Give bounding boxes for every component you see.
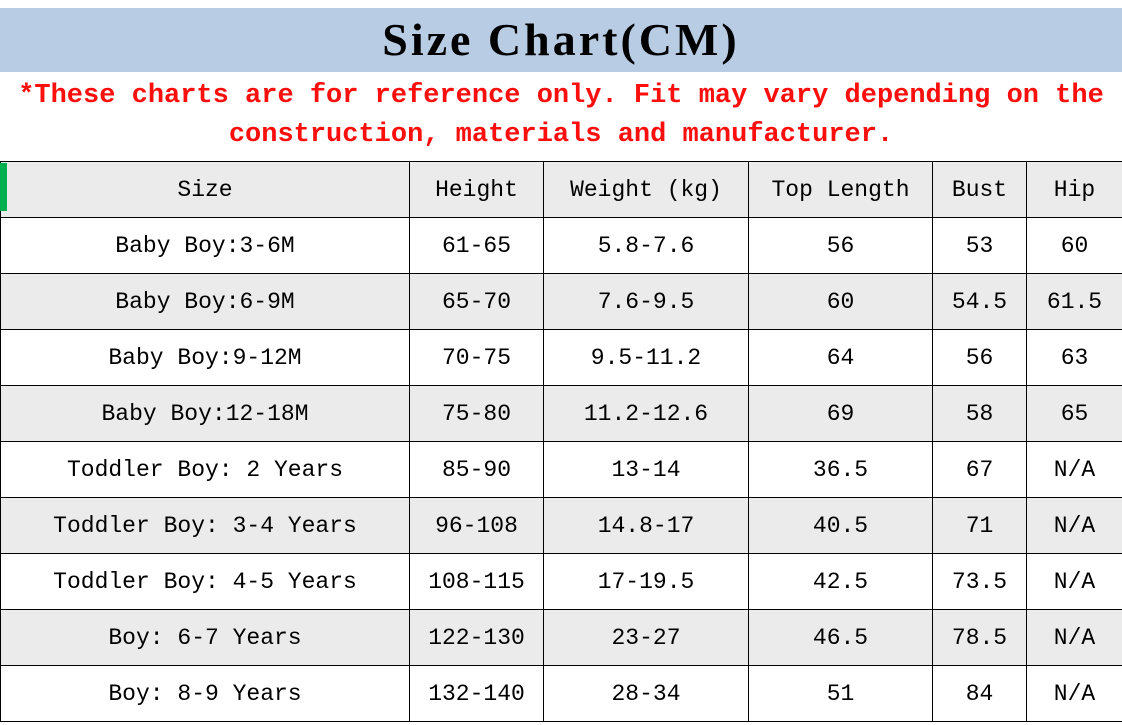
table-cell: N/A [1026, 553, 1122, 610]
table-cell: 75-80 [409, 385, 544, 442]
table-cell: Boy: 6-7 Years [0, 609, 410, 666]
table-cell: 85-90 [409, 441, 544, 498]
table-cell: N/A [1026, 665, 1122, 722]
column-header: Height [409, 161, 544, 218]
table-cell: 65 [1026, 385, 1122, 442]
table-cell: Toddler Boy: 3-4 Years [0, 497, 410, 554]
table-cell: 11.2-12.6 [543, 385, 749, 442]
table-cell: 9.5-11.2 [543, 329, 749, 386]
table-cell: 70-75 [409, 329, 544, 386]
table-row: Toddler Boy: 3-4 Years 96-108 14.8-17 40.5 7… [0, 497, 1122, 554]
column-header: Weight (kg) [543, 161, 749, 218]
table-cell: 36.5 [748, 441, 933, 498]
table-cell: 108-115 [409, 553, 544, 610]
table-cell: 78.5 [932, 609, 1027, 666]
table-cell: Toddler Boy: 2 Years [0, 441, 410, 498]
table-cell: 17-19.5 [543, 553, 749, 610]
table-cell: 96-108 [409, 497, 544, 554]
column-header: Size [0, 161, 410, 218]
table-cell: 7.6-9.5 [543, 273, 749, 330]
table-cell: 73.5 [932, 553, 1027, 610]
table-cell: 69 [748, 385, 933, 442]
table-cell: 61.5 [1026, 273, 1122, 330]
table-cell: 63 [1026, 329, 1122, 386]
table-cell: 58 [932, 385, 1027, 442]
table-cell: N/A [1026, 497, 1122, 554]
green-accent-mark [0, 163, 7, 211]
table-cell: 60 [748, 273, 933, 330]
table-cell: Baby Boy:9-12M [0, 329, 410, 386]
table-cell: 65-70 [409, 273, 544, 330]
column-header: Top Length [748, 161, 933, 218]
table-cell: 64 [748, 329, 933, 386]
table-cell: 71 [932, 497, 1027, 554]
table-cell: 84 [932, 665, 1027, 722]
table-cell: Baby Boy:12-18M [0, 385, 410, 442]
table-cell: Baby Boy:6-9M [0, 273, 410, 330]
table-row: Boy: 6-7 Years 122-130 23-27 46.5 78.5 N/A [0, 609, 1122, 666]
table-row: Baby Boy:3-6M 61-65 5.8-7.6 56 53 60 [0, 217, 1122, 274]
table-cell: Boy: 8-9 Years [0, 665, 410, 722]
size-chart-table: Size Height Weight (kg) Top Length Bust Hip B… [0, 161, 1122, 722]
table-cell: 67 [932, 441, 1027, 498]
table-cell: 61-65 [409, 217, 544, 274]
title-bar: Size Chart(CM) [0, 8, 1122, 72]
table-row: Toddler Boy: 4-5 Years 108-115 17-19.5 42.5… [0, 553, 1122, 610]
table-cell: 14.8-17 [543, 497, 749, 554]
table-cell: 56 [748, 217, 933, 274]
table-cell: 46.5 [748, 609, 933, 666]
table-row: Baby Boy:9-12M 70-75 9.5-11.2 64 56 63 [0, 329, 1122, 386]
table-cell: Toddler Boy: 4-5 Years [0, 553, 410, 610]
column-header: Hip [1026, 161, 1122, 218]
table-cell: 60 [1026, 217, 1122, 274]
table-cell: 56 [932, 329, 1027, 386]
table-wrap: Size Height Weight (kg) Top Length Bust Hip B… [0, 161, 1122, 722]
table-cell: 51 [748, 665, 933, 722]
table-cell: Baby Boy:3-6M [0, 217, 410, 274]
table-cell: 54.5 [932, 273, 1027, 330]
table-cell: N/A [1026, 609, 1122, 666]
table-cell: 42.5 [748, 553, 933, 610]
table-cell: 53 [932, 217, 1027, 274]
table-row: Boy: 8-9 Years 132-140 28-34 51 84 N/A [0, 665, 1122, 722]
table-cell: 5.8-7.6 [543, 217, 749, 274]
table-row: Baby Boy:6-9M 65-70 7.6-9.5 60 54.5 61.5 [0, 273, 1122, 330]
column-header: Bust [932, 161, 1027, 218]
table-cell: 23-27 [543, 609, 749, 666]
table-header-row: Size Height Weight (kg) Top Length Bust Hip [0, 161, 1122, 218]
table-row: Baby Boy:12-18M 75-80 11.2-12.6 69 58 65 [0, 385, 1122, 442]
disclaimer-text: *These charts are for reference only. Fi… [18, 81, 1104, 150]
table-cell: 28-34 [543, 665, 749, 722]
table-cell: 13-14 [543, 441, 749, 498]
table-cell: 122-130 [409, 609, 544, 666]
table-cell: 40.5 [748, 497, 933, 554]
page-title: Size Chart(CM) [382, 14, 740, 65]
table-row: Toddler Boy: 2 Years 85-90 13-14 36.5 67 N/A [0, 441, 1122, 498]
table-cell: N/A [1026, 441, 1122, 498]
table-cell: 132-140 [409, 665, 544, 722]
table-body: Baby Boy:3-6M 61-65 5.8-7.6 56 53 60 Baby Boy:… [0, 217, 1122, 722]
